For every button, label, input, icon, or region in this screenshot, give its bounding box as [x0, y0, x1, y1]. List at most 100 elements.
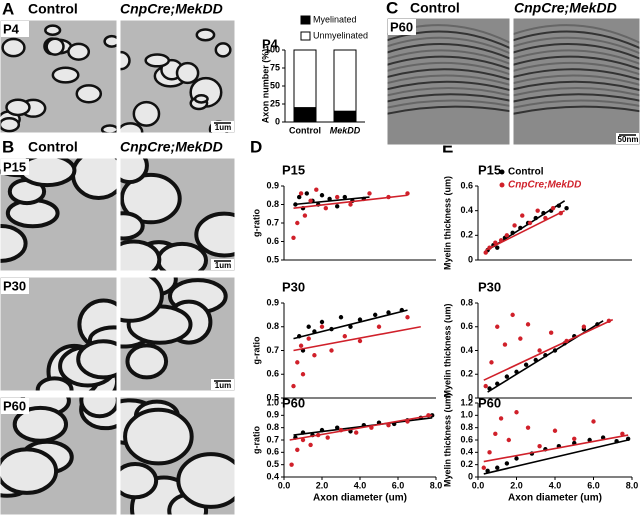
micrograph-border [386, 17, 511, 146]
trend-line [293, 417, 433, 436]
point [348, 202, 353, 207]
chart-title: P60 [478, 395, 501, 410]
micrograph-content [0, 20, 117, 133]
y-axis-label: Myelin thickness (um) [442, 393, 452, 487]
axon [0, 447, 59, 495]
axon [120, 158, 149, 185]
micrograph: 1um [119, 19, 236, 134]
scale-box [211, 121, 234, 132]
point [306, 324, 311, 329]
myelin-lamella [513, 99, 640, 109]
myelin-lamella [513, 74, 640, 87]
y-tick-label: 25 [270, 98, 280, 108]
point [520, 213, 525, 218]
axon [156, 241, 208, 271]
point [506, 437, 511, 443]
myelin-lamella [513, 43, 640, 60]
point [525, 322, 531, 327]
micrograph-border [119, 276, 236, 392]
point [512, 223, 517, 228]
axon [120, 277, 164, 323]
y-tick-label: 0.4 [460, 345, 473, 355]
x-tick-label: 6.0 [392, 480, 405, 490]
point [620, 431, 625, 437]
panel-label: A [2, 0, 14, 18]
axon [0, 116, 21, 133]
point [342, 334, 347, 339]
x-axis-label: Axon diameter (um) [313, 493, 407, 504]
point [537, 348, 542, 353]
micrograph: 50nm [512, 17, 640, 146]
point [504, 461, 510, 466]
x-tick-label: MekDD [330, 125, 361, 135]
point [564, 206, 569, 211]
myelin-lamella [513, 24, 640, 45]
point [405, 315, 410, 320]
x-tick-label: 4.0 [549, 480, 562, 490]
trend-line [483, 318, 614, 381]
axon [125, 343, 169, 380]
panel-label: C [386, 0, 398, 17]
axon [120, 211, 145, 241]
point [327, 196, 332, 202]
scale-box [211, 379, 234, 390]
myelin-lamella [387, 68, 510, 81]
column-label: Control [28, 1, 78, 17]
point [300, 437, 306, 443]
column-label: CnpCre;MekDD [120, 1, 223, 17]
x-axis-label: Axon diameter (um) [508, 493, 602, 504]
axon [5, 98, 31, 117]
myelin-lamella [387, 55, 510, 71]
age-box [1, 159, 29, 175]
myelin-lamella [513, 36, 640, 55]
chart-title: P15 [478, 162, 501, 177]
y-tick-label: 0.4 [460, 447, 473, 457]
trend-line [293, 194, 408, 209]
y-tick-label: 0.5 [266, 392, 279, 402]
chart-title: P30 [478, 279, 501, 294]
y-axis-label: g-ratio [251, 426, 261, 455]
axon [1, 37, 26, 58]
myelin-lamella [513, 30, 640, 50]
y-tick-label: 0.4 [460, 205, 473, 215]
myelin-lamella [513, 68, 640, 81]
micrograph-content [120, 277, 235, 391]
y-tick-label: 0 [275, 116, 280, 126]
y-tick-label: 0.7 [266, 217, 279, 227]
point [498, 416, 504, 421]
micrograph [119, 396, 236, 516]
point [348, 324, 353, 329]
y-tick-label: 0.5 [266, 254, 279, 264]
scale-label: 1um [215, 123, 231, 132]
point [325, 435, 330, 440]
micrograph: P4 [0, 19, 118, 134]
chart-title: P60 [282, 395, 305, 410]
y-axis-label: Myelin thickness (um) [442, 303, 452, 397]
point [306, 336, 311, 341]
myelin-lamella [387, 43, 510, 60]
scale-label: 1um [215, 381, 231, 390]
point [386, 423, 391, 428]
myelin-lamella [387, 61, 510, 76]
y-tick-label: 0.6 [460, 434, 473, 444]
x-tick-label: Control [289, 125, 321, 135]
axon [132, 100, 161, 127]
legend-marker [499, 169, 505, 175]
axon [35, 376, 74, 391]
micrograph-border [0, 276, 118, 392]
point [514, 410, 519, 415]
trend-line [293, 309, 408, 340]
myelin-lamella [387, 36, 510, 55]
legend-label: Control [508, 167, 544, 178]
point [581, 324, 587, 329]
y-tick-label: 0.6 [460, 180, 473, 190]
x-tick-label: 0.0 [472, 480, 485, 490]
myelin-lamella [387, 30, 510, 50]
point [518, 336, 523, 341]
point [514, 456, 519, 461]
legend-swatch [300, 15, 311, 25]
point [600, 435, 606, 440]
chart-title: P30 [282, 279, 305, 294]
axon [51, 66, 80, 84]
